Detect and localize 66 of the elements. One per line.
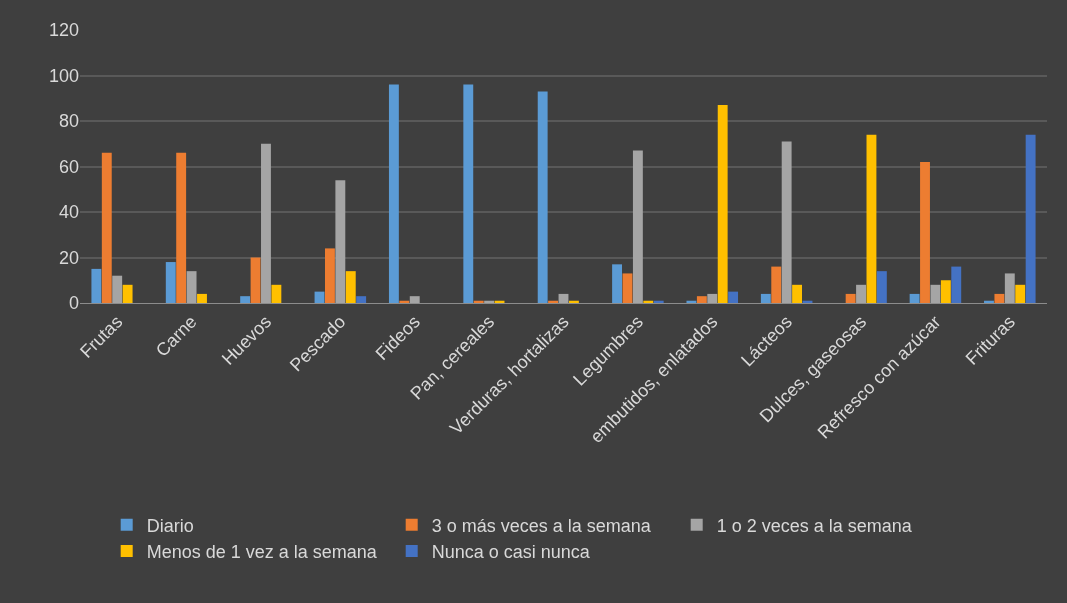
bar bbox=[771, 266, 782, 303]
bar bbox=[473, 300, 484, 303]
bar bbox=[994, 293, 1005, 303]
y-tick-label: 120 bbox=[48, 20, 79, 41]
bar bbox=[335, 180, 346, 303]
bar bbox=[984, 300, 994, 303]
legend-label: Diario bbox=[146, 515, 194, 536]
bar bbox=[632, 150, 643, 303]
bar bbox=[717, 105, 728, 303]
bar bbox=[643, 300, 654, 303]
bar bbox=[176, 152, 187, 303]
y-tick-label: 40 bbox=[58, 202, 79, 223]
bar bbox=[537, 91, 548, 303]
bar bbox=[186, 271, 197, 303]
bar bbox=[165, 262, 176, 303]
bar bbox=[653, 300, 664, 303]
bar bbox=[324, 248, 335, 303]
bar bbox=[760, 293, 771, 303]
bar bbox=[250, 257, 261, 303]
bar bbox=[91, 268, 102, 303]
bar bbox=[388, 84, 399, 303]
bar bbox=[909, 293, 920, 303]
bar bbox=[781, 141, 792, 303]
bar bbox=[463, 84, 474, 303]
y-tick-label: 100 bbox=[48, 65, 79, 86]
bar bbox=[920, 161, 930, 303]
bar bbox=[548, 300, 559, 303]
bar bbox=[558, 293, 569, 303]
y-tick-label: 80 bbox=[58, 111, 79, 132]
y-tick-label: 20 bbox=[58, 247, 79, 268]
legend-label: Menos de 1 vez a la semana bbox=[146, 542, 378, 563]
bar bbox=[845, 293, 856, 303]
bar bbox=[728, 291, 739, 303]
bar bbox=[930, 284, 941, 303]
bar bbox=[240, 296, 251, 303]
y-tick-label: 0 bbox=[68, 293, 79, 314]
bar bbox=[866, 134, 877, 303]
bar bbox=[345, 271, 356, 303]
bar bbox=[122, 284, 133, 303]
bar bbox=[484, 300, 495, 303]
bar bbox=[696, 296, 707, 303]
bar bbox=[1025, 134, 1036, 303]
bar bbox=[261, 143, 271, 303]
bar bbox=[568, 300, 579, 303]
bar bbox=[409, 296, 420, 303]
bar bbox=[356, 296, 367, 303]
bar bbox=[792, 284, 803, 303]
bar bbox=[1004, 273, 1015, 303]
bar bbox=[197, 293, 207, 303]
bar bbox=[686, 300, 697, 303]
y-tick-label: 60 bbox=[58, 156, 79, 177]
legend-label: 3 o más veces a la semana bbox=[431, 515, 652, 536]
bar bbox=[707, 293, 718, 303]
bar bbox=[622, 273, 633, 303]
bar bbox=[951, 266, 962, 303]
bar bbox=[399, 300, 410, 303]
bar bbox=[612, 264, 622, 303]
legend-label: 1 o 2 veces a la semana bbox=[716, 515, 913, 536]
bar bbox=[940, 280, 951, 303]
bar bbox=[101, 152, 112, 303]
bar bbox=[1015, 284, 1026, 303]
bar bbox=[112, 275, 123, 303]
bar bbox=[876, 271, 887, 303]
legend-label: Nunca o casi nunca bbox=[431, 542, 591, 563]
bar bbox=[856, 284, 866, 303]
bar bbox=[271, 284, 282, 303]
